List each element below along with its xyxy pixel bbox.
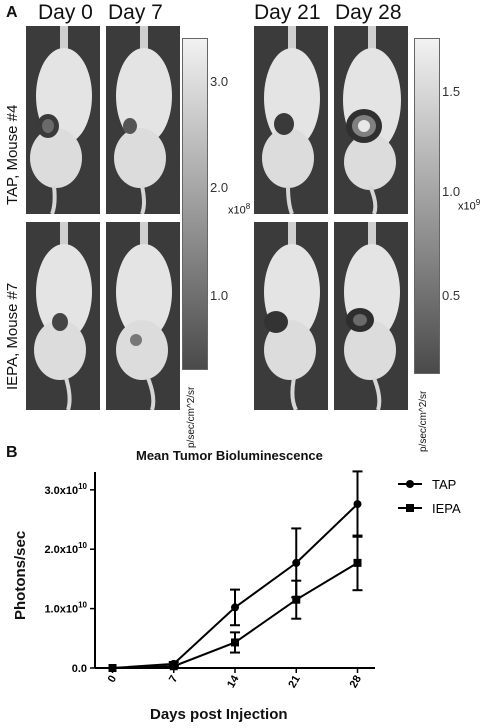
data-point xyxy=(292,558,301,567)
data-point xyxy=(292,595,301,604)
mouse-photo-tap-day0 xyxy=(26,26,100,214)
mouse-photo-tap-day21 xyxy=(254,26,328,214)
y-tick-label: 1.0x1010 xyxy=(44,601,87,616)
mouse-photo-tap-day7 xyxy=(106,26,180,214)
legend-label: TAP xyxy=(432,477,456,492)
colorbar-1 xyxy=(182,38,208,370)
data-point xyxy=(231,638,239,647)
panel-b-letter: B xyxy=(6,444,18,461)
legend-item-tap: TAP xyxy=(398,477,456,492)
y-tick-label: 2.0x1010 xyxy=(44,541,87,556)
mouse-photo-iepa-day0 xyxy=(26,222,100,410)
mouse-photo-tap-day28 xyxy=(334,26,408,214)
x-tick-label: 21 xyxy=(286,674,303,691)
y-axis-title: Photons/sec xyxy=(12,530,29,620)
x-axis-title: Days post Injection xyxy=(150,706,288,723)
data-point xyxy=(353,500,362,509)
data-point xyxy=(108,664,117,672)
legend-marker xyxy=(406,480,414,488)
legend-label: IEPA xyxy=(432,501,461,516)
colorbar-2-tick-0-5: 0.5 xyxy=(442,288,461,303)
legend-item-iepa: IEPA xyxy=(398,501,461,516)
day-label-0: Day 0 xyxy=(38,1,93,24)
day-label-28: Day 28 xyxy=(335,1,402,24)
data-point xyxy=(353,558,362,567)
data-point xyxy=(169,662,178,671)
y-tick-label: 0.0 xyxy=(72,663,87,675)
mouse-photo-iepa-day21 xyxy=(254,222,328,410)
colorbar-1-exponent: x108 xyxy=(228,202,251,217)
x-tick-label: 0 xyxy=(106,674,119,685)
mouse-photo-iepa-day7 xyxy=(106,222,180,410)
chart-title: Mean Tumor Bioluminescence xyxy=(136,448,323,463)
colorbar-2-tick-1-0: 1.0 xyxy=(442,184,461,199)
mouse-photo-iepa-day28 xyxy=(334,222,408,410)
colorbar-1-tick-1: 1.0 xyxy=(210,288,229,303)
legend-marker xyxy=(406,504,414,512)
data-point xyxy=(231,603,239,612)
day-label-21: Day 21 xyxy=(254,1,321,24)
colorbar-1-tick-3: 3.0 xyxy=(210,74,229,89)
panel-a-letter: A xyxy=(6,4,18,21)
series-iepa xyxy=(108,534,363,672)
colorbar-1-tick-2: 2.0 xyxy=(210,180,229,195)
x-tick-label: 7 xyxy=(167,674,180,685)
x-tick-label: 14 xyxy=(225,673,242,690)
colorbar-2 xyxy=(414,38,440,374)
y-tick-label: 3.0x1010 xyxy=(44,482,87,497)
x-tick-label: 28 xyxy=(348,674,365,691)
colorbar-2-exponent: x109 xyxy=(458,198,481,213)
colorbar-2-tick-1-5: 1.5 xyxy=(442,84,461,99)
day-label-7: Day 7 xyxy=(108,1,163,24)
